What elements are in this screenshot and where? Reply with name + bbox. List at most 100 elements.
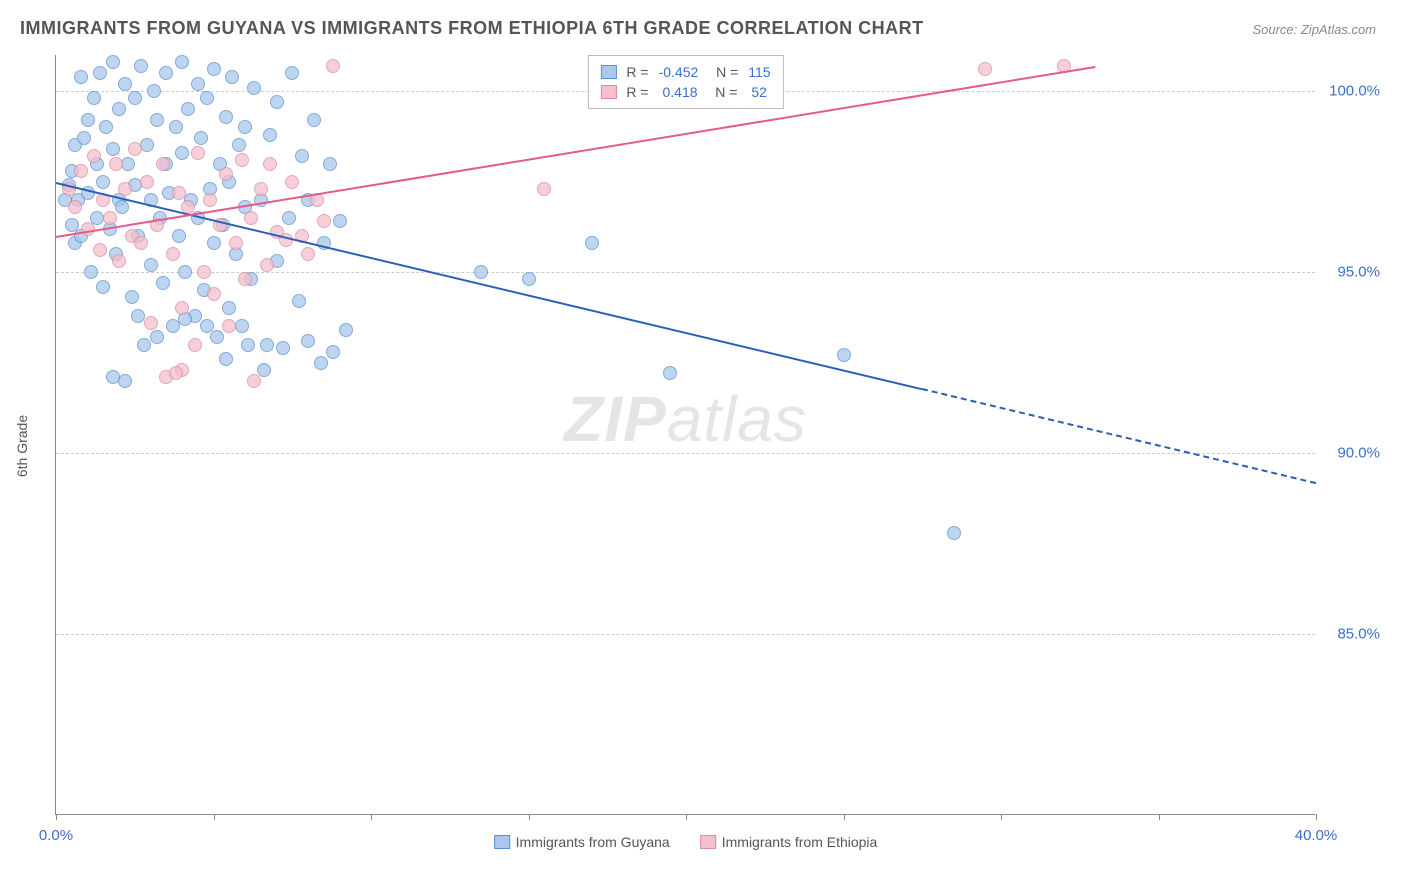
- n-label: N =: [708, 84, 738, 100]
- scatter-point: [219, 352, 233, 366]
- scatter-point: [314, 356, 328, 370]
- scatter-point: [241, 338, 255, 352]
- scatter-point: [93, 66, 107, 80]
- swatch-ethiopia: [700, 835, 716, 849]
- scatter-point: [106, 55, 120, 69]
- scatter-point: [282, 211, 296, 225]
- scatter-point: [77, 131, 91, 145]
- scatter-point: [84, 265, 98, 279]
- legend-label-ethiopia: Immigrants from Ethiopia: [722, 834, 878, 850]
- swatch-ethiopia: [600, 85, 616, 99]
- y-tick-label: 85.0%: [1337, 626, 1380, 643]
- scatter-point: [87, 149, 101, 163]
- scatter-point: [270, 95, 284, 109]
- scatter-point: [81, 113, 95, 127]
- legend-label-guyana: Immigrants from Guyana: [516, 834, 670, 850]
- scatter-point: [99, 120, 113, 134]
- scatter-point: [144, 258, 158, 272]
- scatter-point: [307, 113, 321, 127]
- scatter-point: [323, 157, 337, 171]
- scatter-point: [247, 374, 261, 388]
- swatch-guyana: [600, 65, 616, 79]
- scatter-point: [207, 287, 221, 301]
- scatter-point: [128, 91, 142, 105]
- x-tick-mark: [529, 814, 530, 820]
- scatter-point: [118, 182, 132, 196]
- scatter-point: [140, 138, 154, 152]
- scatter-point: [263, 157, 277, 171]
- scatter-point: [118, 77, 132, 91]
- scatter-point: [263, 128, 277, 142]
- x-tick-label: 0.0%: [39, 827, 73, 844]
- scatter-point: [326, 59, 340, 73]
- scatter-point: [112, 102, 126, 116]
- scatter-point: [166, 319, 180, 333]
- scatter-point: [285, 175, 299, 189]
- scatter-point: [106, 142, 120, 156]
- scatter-point: [93, 243, 107, 257]
- scatter-point: [140, 175, 154, 189]
- scatter-point: [96, 175, 110, 189]
- scatter-point: [247, 81, 261, 95]
- regression-line: [56, 182, 923, 390]
- scatter-point: [238, 272, 252, 286]
- scatter-point: [837, 348, 851, 362]
- plot-area: ZIPatlas R = -0.452 N = 115 R = 0.418 N …: [55, 55, 1315, 815]
- n-value-ethiopia: 52: [748, 84, 767, 100]
- scatter-point: [169, 120, 183, 134]
- scatter-point: [663, 366, 677, 380]
- scatter-point: [238, 120, 252, 134]
- scatter-point: [156, 157, 170, 171]
- scatter-point: [326, 345, 340, 359]
- scatter-point: [144, 316, 158, 330]
- scatter-point: [159, 66, 173, 80]
- scatter-point: [191, 77, 205, 91]
- scatter-point: [260, 258, 274, 272]
- scatter-point: [203, 193, 217, 207]
- scatter-point: [301, 247, 315, 261]
- r-label: R =: [626, 64, 648, 80]
- scatter-point: [112, 254, 126, 268]
- scatter-point: [295, 149, 309, 163]
- scatter-point: [178, 265, 192, 279]
- swatch-guyana: [494, 835, 510, 849]
- scatter-point: [254, 182, 268, 196]
- scatter-point: [222, 301, 236, 315]
- scatter-point: [235, 153, 249, 167]
- scatter-point: [134, 236, 148, 250]
- scatter-point: [333, 214, 347, 228]
- scatter-point: [207, 236, 221, 250]
- scatter-point: [522, 272, 536, 286]
- x-tick-mark: [686, 814, 687, 820]
- n-value-guyana: 115: [748, 64, 770, 80]
- source-attribution: Source: ZipAtlas.com: [1252, 22, 1376, 37]
- scatter-point: [210, 330, 224, 344]
- scatter-point: [474, 265, 488, 279]
- scatter-point: [74, 70, 88, 84]
- scatter-point: [232, 138, 246, 152]
- scatter-point: [537, 182, 551, 196]
- scatter-point: [301, 334, 315, 348]
- y-axis-label: 6th Grade: [14, 415, 30, 477]
- scatter-point: [235, 319, 249, 333]
- gridline: [56, 634, 1315, 635]
- scatter-point: [172, 186, 186, 200]
- scatter-point: [175, 55, 189, 69]
- x-tick-mark: [1001, 814, 1002, 820]
- r-label: R =: [626, 84, 648, 100]
- stats-legend: R = -0.452 N = 115 R = 0.418 N = 52: [587, 55, 783, 109]
- scatter-point: [115, 200, 129, 214]
- scatter-point: [197, 265, 211, 279]
- scatter-point: [229, 236, 243, 250]
- scatter-point: [225, 70, 239, 84]
- legend-item-ethiopia: Immigrants from Ethiopia: [700, 834, 878, 850]
- scatter-point: [947, 526, 961, 540]
- stats-row-ethiopia: R = 0.418 N = 52: [600, 82, 770, 102]
- scatter-point: [121, 157, 135, 171]
- scatter-point: [172, 229, 186, 243]
- scatter-point: [68, 200, 82, 214]
- scatter-point: [219, 110, 233, 124]
- scatter-point: [137, 338, 151, 352]
- gridline: [56, 453, 1315, 454]
- scatter-point: [103, 211, 117, 225]
